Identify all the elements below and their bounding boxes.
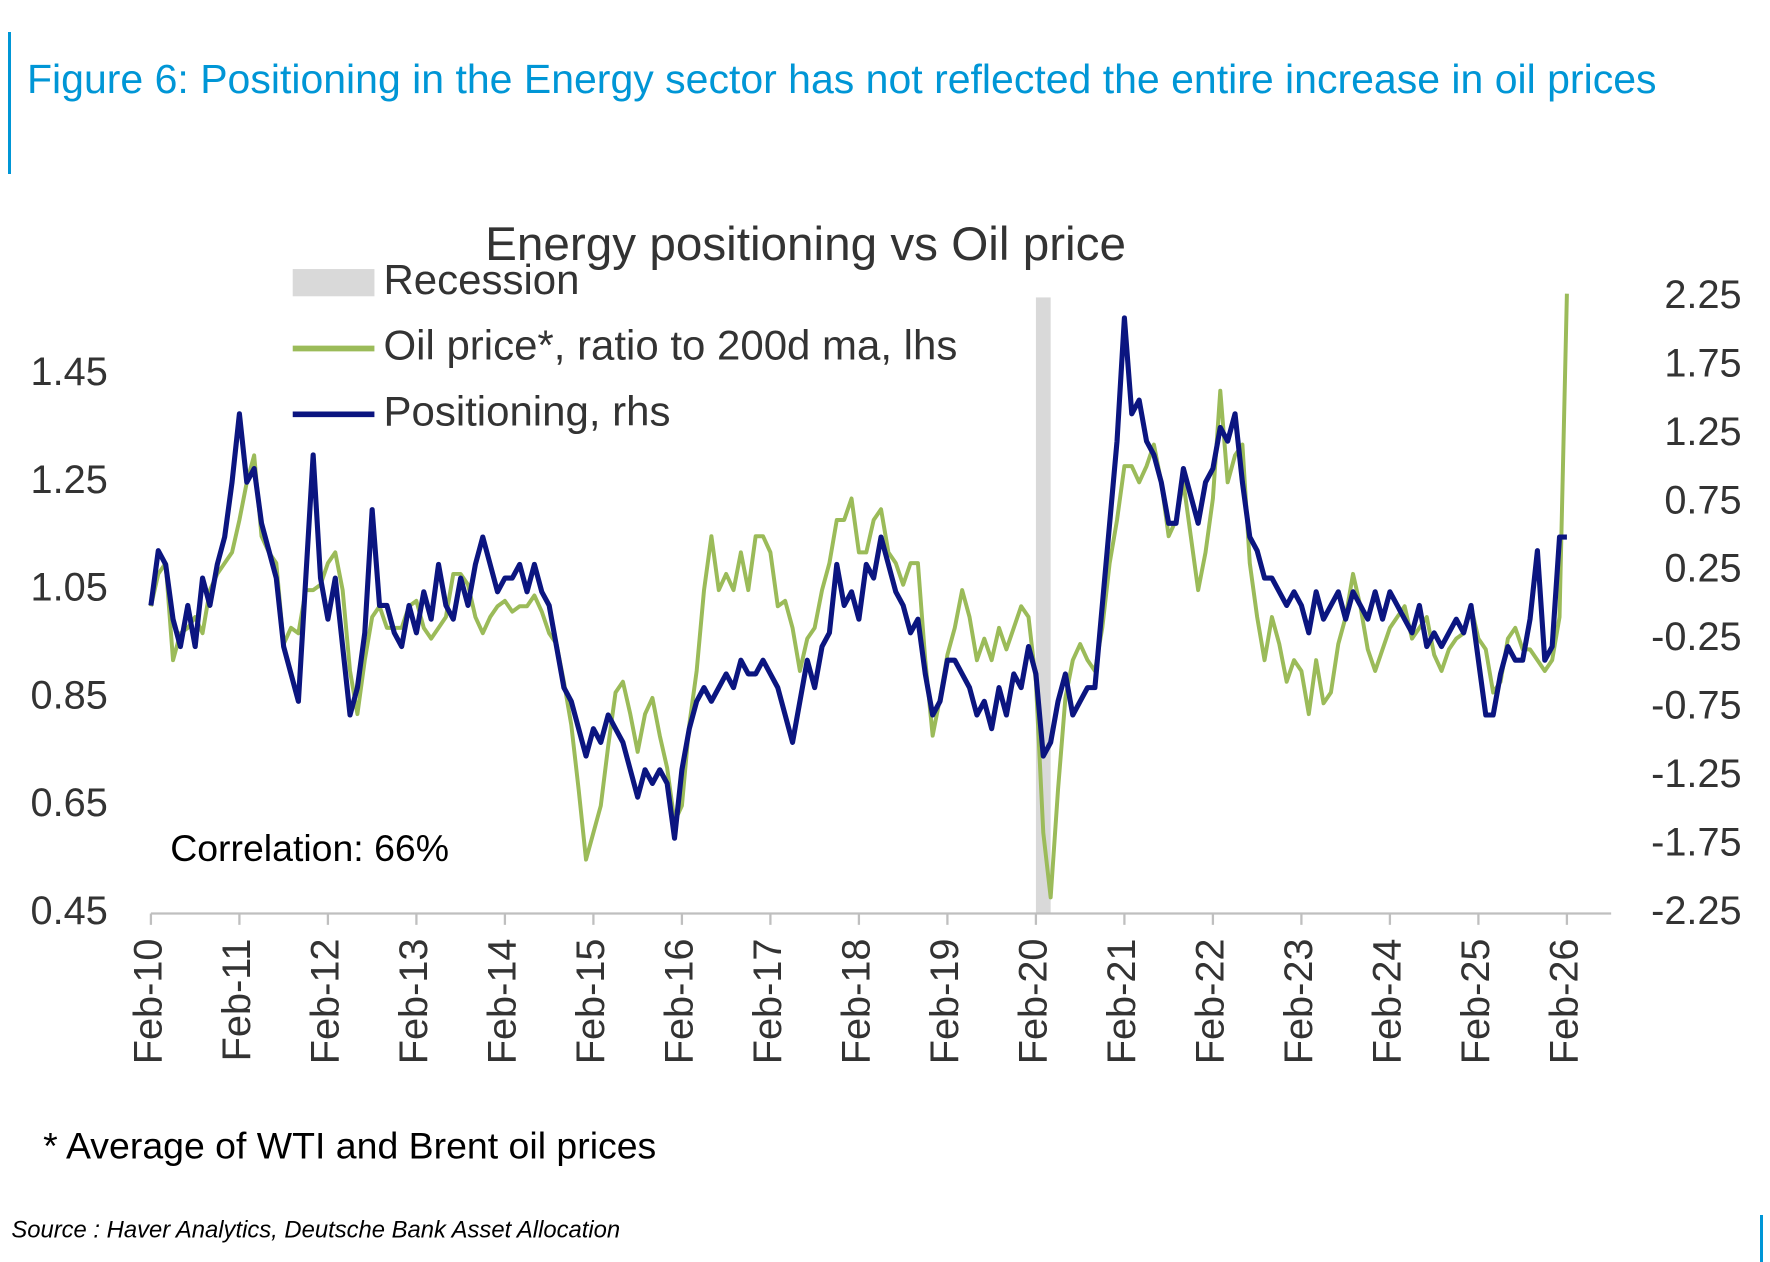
figure-title: Figure 6: Positioning in the Energy sect…: [27, 56, 1657, 102]
series-line: [148, 315, 1567, 841]
title-bar: [8, 32, 11, 174]
chart-title: Energy positioning vs Oil price: [485, 218, 1126, 271]
x-tick-label: Feb-14: [480, 938, 524, 1064]
x-tick-label: Feb-22: [1188, 938, 1232, 1064]
corner-bar: [1760, 1215, 1763, 1262]
x-tick-label: Feb-10: [126, 938, 170, 1064]
source: Source : Haver Analytics, Deutsche Bank …: [11, 1217, 620, 1244]
x-tick-label: Feb-11: [215, 938, 259, 1061]
x-tick-label: Feb-24: [1365, 938, 1409, 1064]
legend-label: Oil price*, ratio to 200d ma, lhs: [383, 322, 957, 369]
y2-tick-label: -0.75: [1651, 684, 1742, 728]
y2-tick-label: -0.25: [1651, 615, 1742, 659]
footnote: * Average of WTI and Brent oil prices: [43, 1124, 656, 1166]
y2-tick-label: -1.75: [1651, 821, 1742, 865]
series-line: [148, 293, 1569, 900]
x-tick-label: Feb-23: [1277, 938, 1321, 1064]
y2-tick-label: 1.75: [1664, 341, 1741, 385]
x-tick-label: Feb-16: [657, 938, 701, 1064]
x-tick-label: Feb-17: [746, 938, 790, 1064]
x-tick-label: Feb-25: [1454, 938, 1498, 1064]
legend-swatch: [292, 269, 375, 297]
y2-tick-label: 1.25: [1664, 410, 1741, 454]
y-tick-label: 0.65: [31, 781, 108, 825]
y-tick-label: 1.05: [31, 566, 108, 610]
x-tick-label: Feb-15: [569, 938, 613, 1064]
y2-tick-label: 0.75: [1664, 478, 1741, 522]
y-tick-label: 1.45: [31, 350, 108, 394]
legend-label: Positioning, rhs: [383, 387, 670, 434]
x-tick-label: Feb-19: [923, 938, 967, 1064]
y-tick-label: 0.45: [31, 889, 108, 933]
x-tick-label: Feb-20: [1011, 938, 1055, 1064]
annotation: Correlation: 66%: [170, 827, 449, 869]
y2-tick-label: -1.25: [1651, 752, 1742, 796]
x-tick-label: Feb-13: [392, 938, 436, 1064]
x-tick-label: Feb-12: [303, 938, 347, 1064]
x-tick-label: Feb-26: [1542, 938, 1586, 1064]
y2-tick-label: -2.25: [1651, 889, 1742, 933]
y2-tick-label: 2.25: [1664, 273, 1741, 317]
y-tick-label: 0.85: [31, 673, 108, 717]
x-tick-label: Feb-21: [1100, 938, 1144, 1064]
y2-tick-label: 0.25: [1664, 547, 1741, 591]
y-tick-label: 1.25: [31, 458, 108, 502]
legend-label: Recession: [383, 256, 579, 303]
x-tick-label: Feb-18: [834, 938, 878, 1064]
